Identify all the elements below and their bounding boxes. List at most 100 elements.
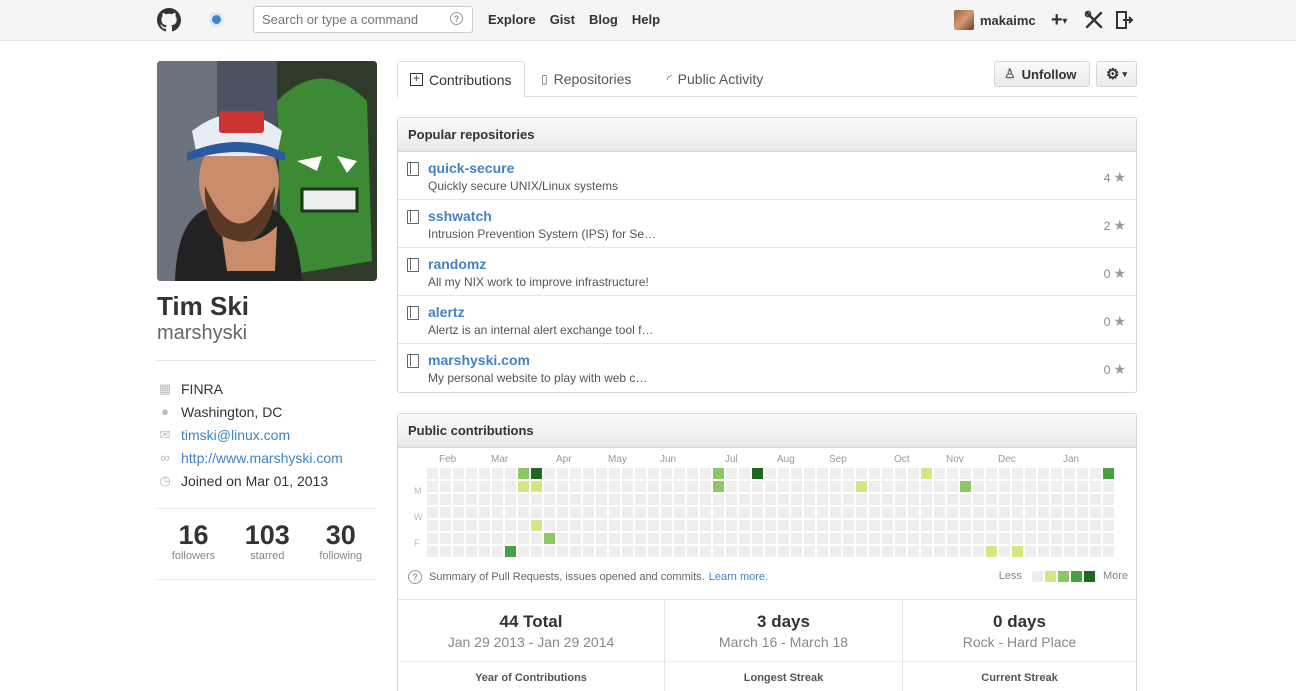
nav-explore[interactable]: Explore [488,12,536,27]
contribution-day[interactable] [1064,520,1075,531]
user-avatar[interactable] [954,10,974,30]
contribution-day[interactable] [1038,520,1049,531]
contribution-day[interactable] [804,494,815,505]
contribution-day[interactable] [869,494,880,505]
contribution-day[interactable] [947,520,958,531]
contribution-day[interactable] [648,494,659,505]
contribution-day[interactable] [778,481,789,492]
contribution-day[interactable] [440,494,451,505]
contribution-day[interactable] [700,481,711,492]
contribution-day[interactable] [1077,507,1088,518]
contribution-day[interactable] [622,533,633,544]
contribution-day[interactable] [661,468,672,479]
contribution-day[interactable] [830,533,841,544]
contribution-day[interactable] [596,520,607,531]
contribution-day[interactable] [882,494,893,505]
contribution-day[interactable] [869,546,880,557]
contribution-day[interactable] [804,468,815,479]
contribution-day[interactable] [739,494,750,505]
contribution-day[interactable] [570,481,581,492]
repo-item[interactable]: quick-secure Quickly secure UNIX/Linux sy… [398,152,1136,200]
contribution-day[interactable] [804,533,815,544]
contribution-day[interactable] [635,546,646,557]
contribution-day[interactable] [1103,468,1114,479]
contribution-day[interactable] [700,468,711,479]
contribution-day[interactable] [843,546,854,557]
contribution-day[interactable] [999,468,1010,479]
contribution-day[interactable] [778,507,789,518]
contribution-day[interactable] [856,546,867,557]
learn-more-link[interactable]: Learn more. [708,571,769,583]
contribution-day[interactable] [661,520,672,531]
contribution-day[interactable] [609,494,620,505]
contribution-day[interactable] [1051,494,1062,505]
contribution-day[interactable] [479,507,490,518]
contribution-day[interactable] [453,507,464,518]
contribution-day[interactable] [570,520,581,531]
unfollow-button[interactable]: ♙ Unfollow [994,61,1090,87]
contribution-day[interactable] [713,507,724,518]
contribution-day[interactable] [492,481,503,492]
contribution-day[interactable] [440,533,451,544]
contribution-day[interactable] [661,481,672,492]
contribution-day[interactable] [804,507,815,518]
contribution-day[interactable] [492,546,503,557]
contribution-day[interactable] [427,520,438,531]
contribution-day[interactable] [492,468,503,479]
create-new-icon[interactable]: +▾ [1046,9,1072,31]
contribution-day[interactable] [635,520,646,531]
contribution-day[interactable] [570,468,581,479]
contribution-day[interactable] [986,481,997,492]
contribution-day[interactable] [1090,507,1101,518]
contribution-day[interactable] [635,533,646,544]
stat-followers[interactable]: 16 followers [172,520,215,562]
contribution-day[interactable] [765,533,776,544]
contribution-day[interactable] [1064,494,1075,505]
contribution-day[interactable] [1038,494,1049,505]
contribution-day[interactable] [960,468,971,479]
contribution-day[interactable] [752,520,763,531]
repo-name-link[interactable]: quick-secure [428,160,515,176]
contribution-day[interactable] [700,507,711,518]
contribution-day[interactable] [544,520,555,531]
contribution-day[interactable] [1051,481,1062,492]
contribution-day[interactable] [700,546,711,557]
contribution-day[interactable] [882,546,893,557]
contribution-day[interactable] [427,468,438,479]
contribution-day[interactable] [518,533,529,544]
contribution-day[interactable] [531,507,542,518]
contribution-day[interactable] [674,468,685,479]
contribution-day[interactable] [739,507,750,518]
contribution-day[interactable] [687,494,698,505]
contribution-day[interactable] [1038,533,1049,544]
contribution-day[interactable] [596,546,607,557]
contribution-day[interactable] [544,494,555,505]
contribution-day[interactable] [505,546,516,557]
help-icon[interactable]: ? [408,570,422,584]
contribution-day[interactable] [856,481,867,492]
contribution-day[interactable] [583,507,594,518]
contribution-day[interactable] [1051,546,1062,557]
repo-item[interactable]: sshwatch Intrusion Prevention System (IPS… [398,200,1136,248]
contribution-day[interactable] [648,507,659,518]
contribution-day[interactable] [921,520,932,531]
contribution-day[interactable] [726,507,737,518]
contribution-day[interactable] [778,494,789,505]
user-menu[interactable]: makaimc [954,10,1036,30]
contribution-day[interactable] [752,533,763,544]
contribution-day[interactable] [531,481,542,492]
contribution-day[interactable] [856,507,867,518]
contribution-day[interactable] [557,481,568,492]
contribution-day[interactable] [973,494,984,505]
contribution-day[interactable] [856,533,867,544]
contribution-day[interactable] [687,546,698,557]
contribution-day[interactable] [739,481,750,492]
contribution-day[interactable] [817,546,828,557]
contribution-day[interactable] [895,494,906,505]
repo-name-link[interactable]: marshyski.com [428,352,530,368]
contribution-day[interactable] [596,468,607,479]
tab-contributions[interactable]: + Contributions [397,61,525,98]
settings-tools-icon[interactable] [1083,9,1105,31]
contribution-day[interactable] [739,546,750,557]
stat-following[interactable]: 30 following [319,520,362,562]
